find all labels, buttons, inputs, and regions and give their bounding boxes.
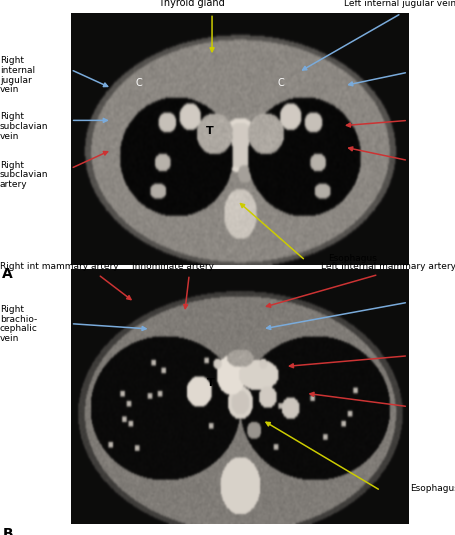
Text: Esophagus: Esophagus — [410, 484, 455, 493]
Text: C: C — [277, 78, 283, 88]
Text: Innominate artery: Innominate artery — [132, 262, 214, 271]
Text: Left internal jugular vein: Left internal jugular vein — [343, 0, 455, 8]
Text: Right
subclavian
vein: Right subclavian vein — [0, 112, 48, 141]
Text: Esophagus: Esophagus — [328, 254, 376, 263]
Text: Thyroid gland: Thyroid gland — [158, 0, 224, 8]
Text: Right
subclavian
artery: Right subclavian artery — [0, 160, 48, 189]
Text: Right
internal
jugular
vein: Right internal jugular vein — [0, 56, 35, 94]
Text: T: T — [207, 378, 214, 387]
Text: A: A — [2, 268, 13, 281]
Text: C: C — [136, 78, 142, 88]
Text: Right
brachio-
cephalic
vein: Right brachio- cephalic vein — [0, 305, 38, 343]
Text: B: B — [2, 527, 13, 535]
Text: T: T — [206, 126, 213, 136]
Text: Left internal mammary artery: Left internal mammary artery — [320, 262, 455, 271]
Text: Right int mammary artery: Right int mammary artery — [0, 262, 118, 271]
